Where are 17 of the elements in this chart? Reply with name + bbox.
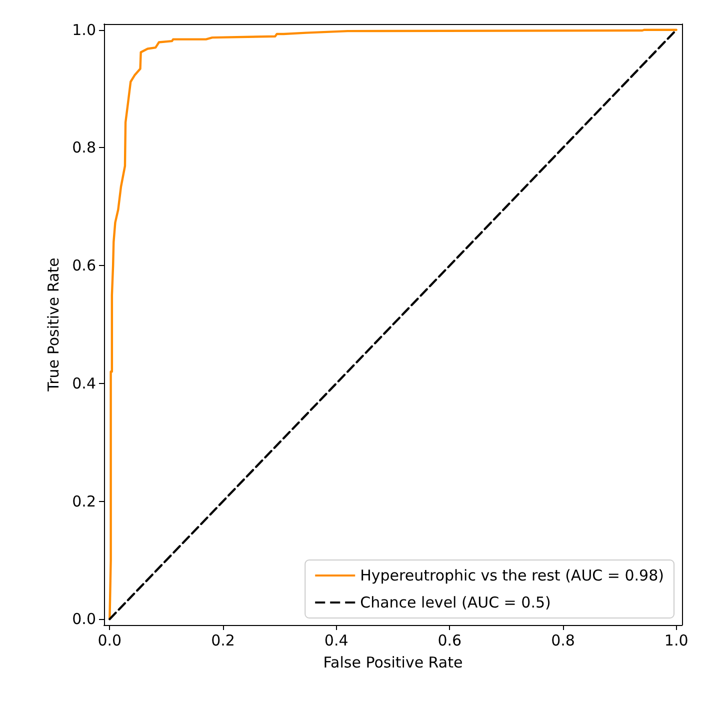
x-tick-label: 0.6	[438, 632, 462, 650]
y-tick-label: 0.4	[72, 374, 96, 392]
legend-label: Chance level (AUC = 0.5)	[360, 594, 551, 612]
y-tick-label: 0.6	[72, 256, 96, 275]
x-tick-label: 1.0	[664, 632, 688, 650]
y-tick-label: 0.8	[72, 138, 96, 157]
x-tick-label: 0.4	[324, 632, 348, 650]
x-axis-title: False Positive Rate	[323, 654, 463, 672]
y-tick-label: 0.2	[72, 492, 96, 510]
legend-label: Hypereutrophic vs the rest (AUC = 0.98)	[360, 566, 664, 584]
x-tick-label: 0.0	[98, 632, 122, 650]
y-tick-label: 0.0	[72, 610, 96, 628]
line-series	[108, 28, 678, 620]
y-axis-title: True Positive Rate	[44, 258, 63, 392]
y-tick-label: 1.0	[72, 20, 96, 39]
x-tick-label: 0.8	[551, 632, 575, 650]
x-tick-label: 0.2	[211, 632, 235, 650]
